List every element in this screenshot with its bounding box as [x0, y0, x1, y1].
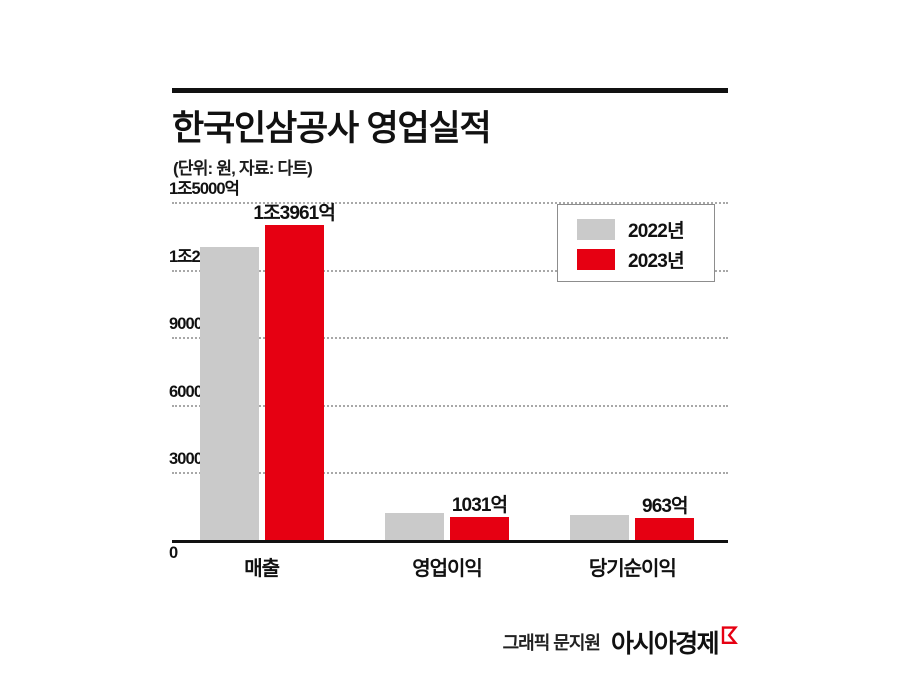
gridline [172, 404, 728, 407]
x-axis-category-label: 매출 [244, 558, 280, 580]
legend-item-2023: 2023년 [577, 244, 714, 274]
legend-swatch-icon-2022 [577, 218, 615, 240]
x-axis-category-label: 당기순이익 [588, 558, 677, 580]
legend-label-2023: 2023년 [628, 250, 685, 272]
bar-영업이익-2023년 [450, 516, 509, 540]
legend-label-2022: 2022년 [628, 220, 685, 242]
y-axis-tick-label: 1조5000억 [169, 180, 240, 198]
footer: 그래픽 문지원 아시아경제 [0, 624, 900, 660]
header-rule [172, 88, 728, 93]
bar-매출-2023년 [264, 225, 324, 540]
gridline [172, 269, 728, 272]
y-axis-tick-label: 0 [169, 544, 178, 562]
flag-icon [721, 626, 738, 645]
gridline [172, 472, 728, 475]
gridline [172, 202, 728, 204]
bar-영업이익-2022년 [385, 512, 444, 540]
bar-당기순이익-2022년 [570, 515, 630, 540]
graphic-credit: 그래픽 문지원 [502, 633, 601, 653]
page-title: 한국인삼공사 영업실적 [172, 109, 492, 148]
x-axis-line [172, 540, 728, 543]
legend-swatch-icon-2023 [577, 248, 615, 270]
chart-legend: 2022년 2023년 [557, 204, 715, 282]
bar-당기순이익-2023년 [635, 518, 695, 540]
legend-item-2022: 2022년 [577, 214, 714, 244]
bar-매출-2022년 [199, 247, 259, 540]
bar-value-label: 1조3961억 [253, 203, 335, 225]
brand-name: 아시아경제 [610, 630, 720, 658]
bar-value-label: 963억 [642, 496, 688, 518]
x-axis-category-label: 영업이익 [412, 558, 483, 580]
gridline [172, 337, 728, 340]
bar-value-label: 1031억 [451, 494, 508, 516]
plot-area: 03000억6000억9000억1조2000억1조5000억1조3961억매출1… [169, 180, 728, 580]
chart-subtitle: (단위: 원, 자료: 다트) [173, 159, 313, 178]
